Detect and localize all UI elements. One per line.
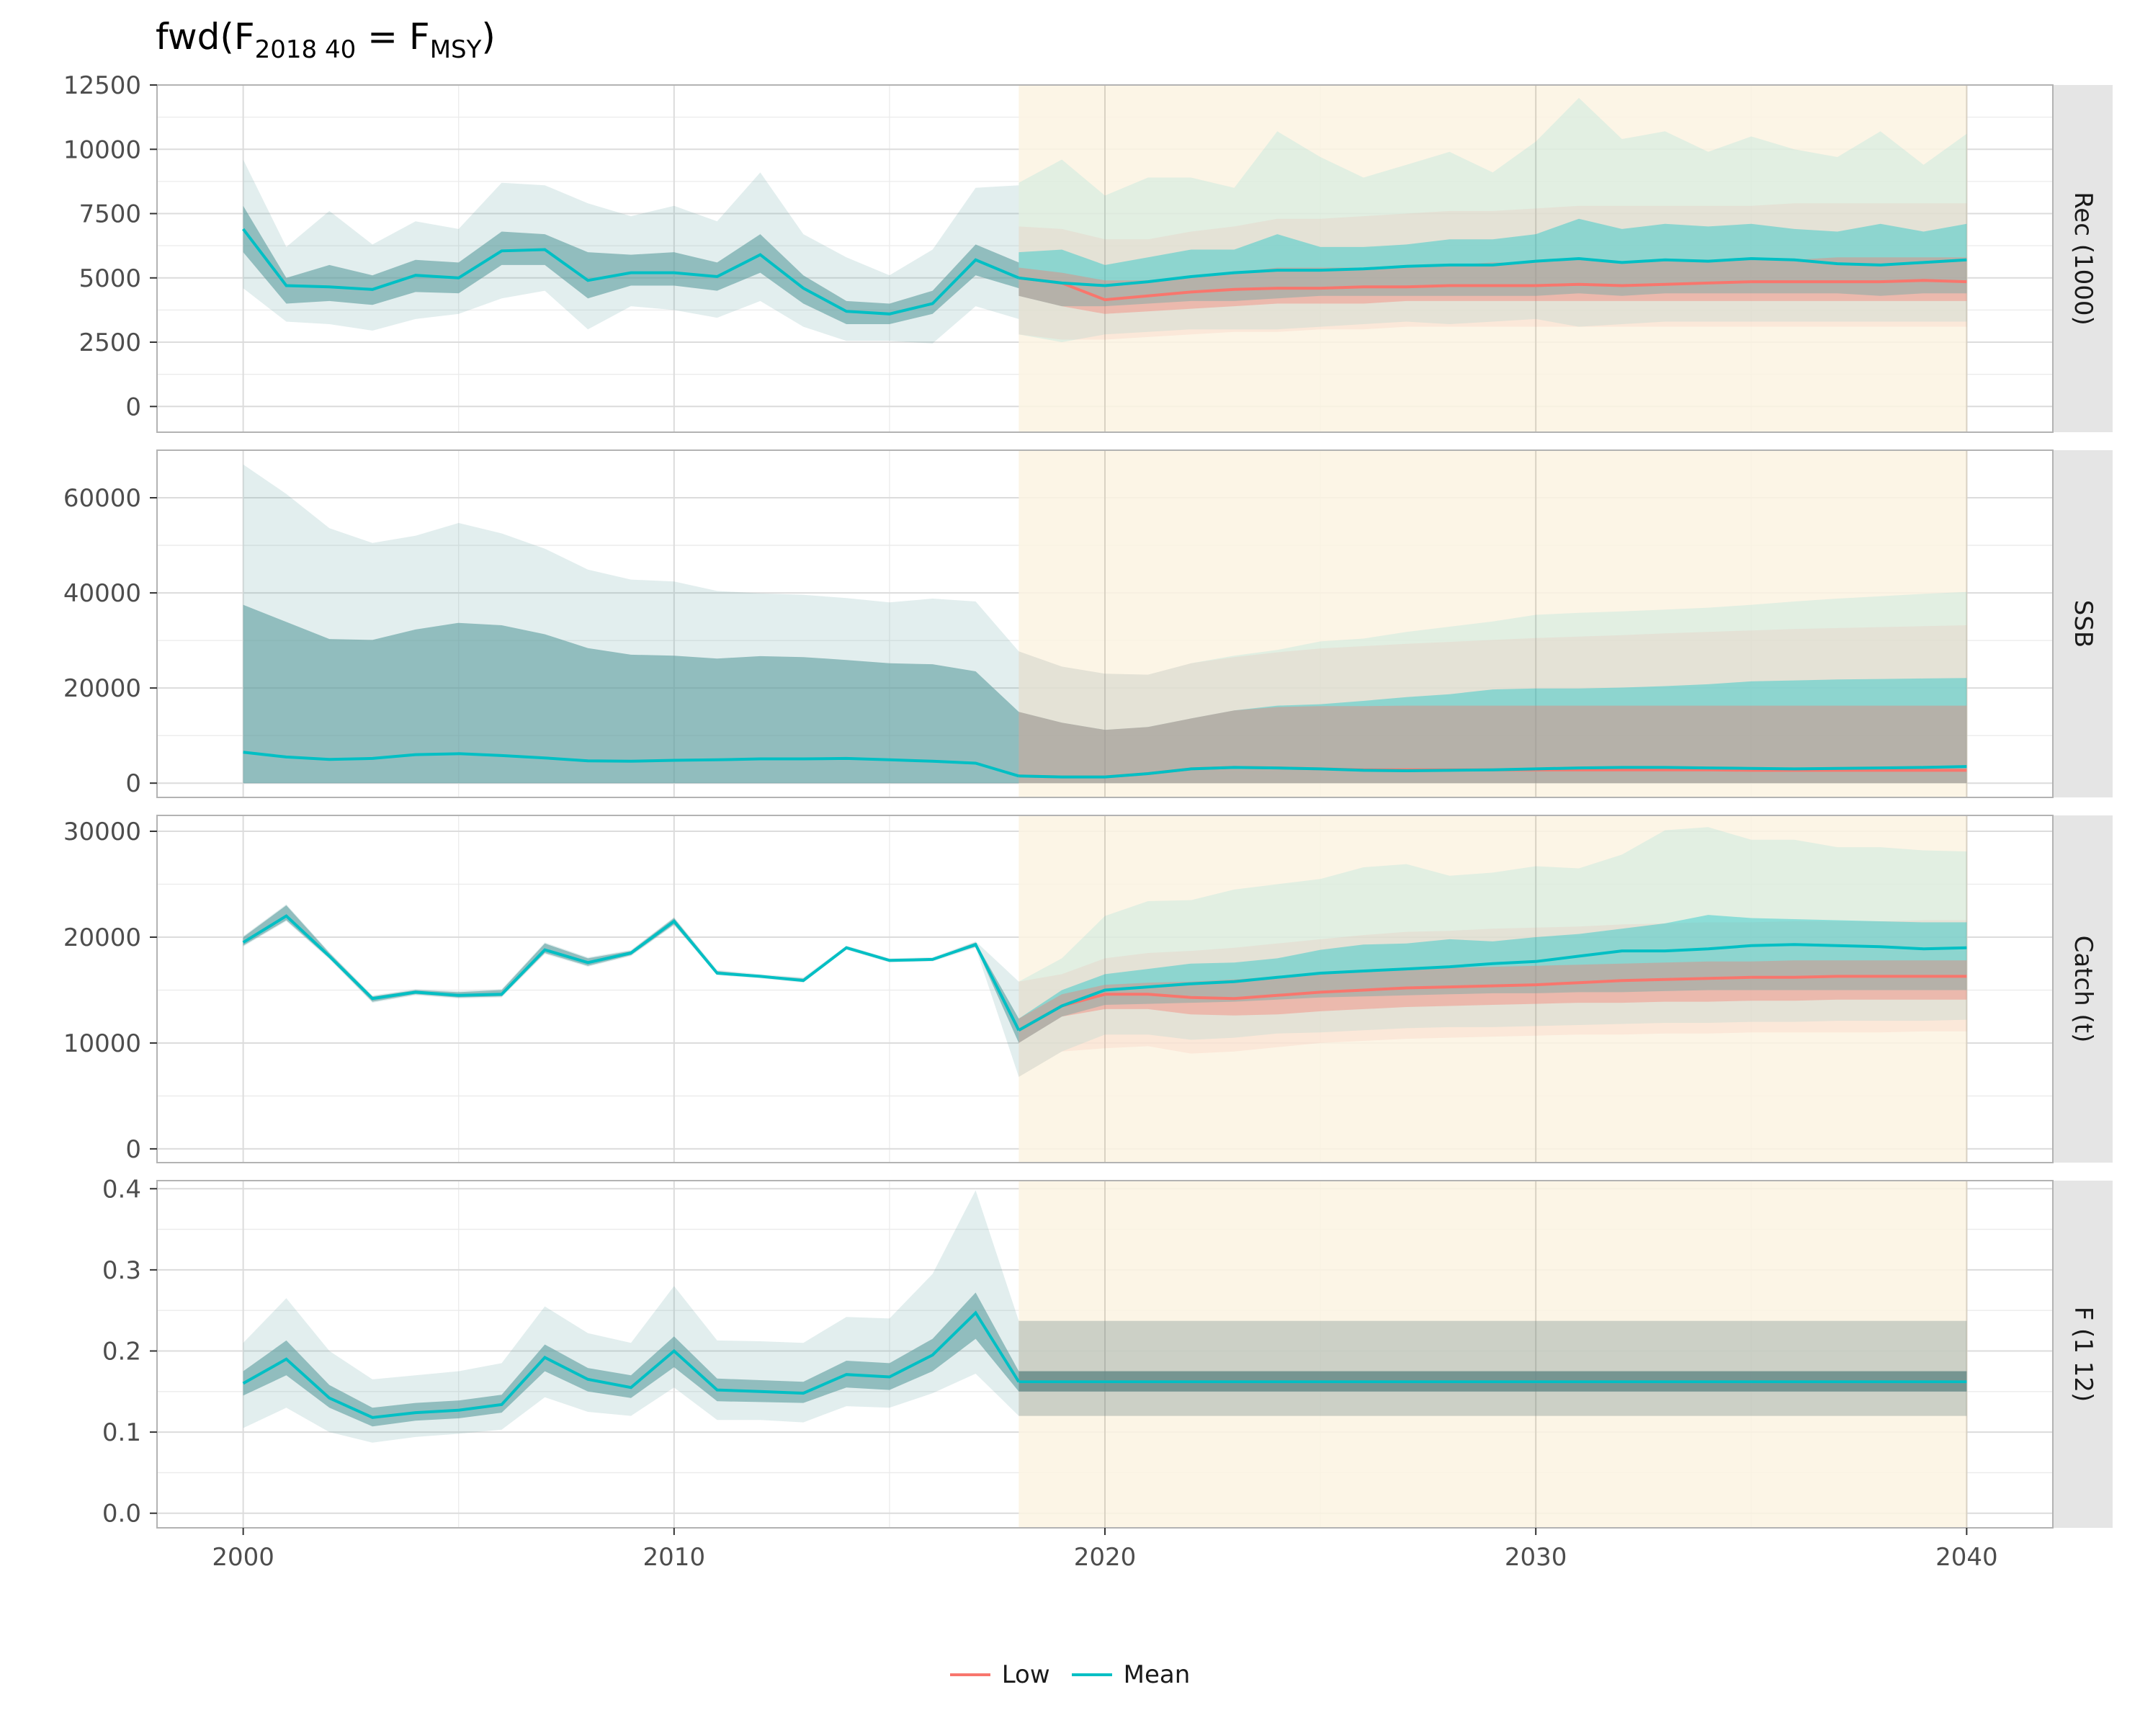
y-tick-label: 0.0 [102, 1500, 141, 1529]
hist-line-mean [242, 1310, 1021, 1419]
projection-period-shade [1018, 450, 1967, 797]
y-tick-label: 0.2 [102, 1337, 141, 1366]
y-tick-label: 30000 [63, 818, 141, 846]
x-tick-label: 2000 [212, 1543, 274, 1572]
legend-label-low: Low [1001, 1660, 1050, 1689]
panel-data [242, 827, 1967, 1077]
y-tick-label: 2500 [79, 328, 141, 357]
facet-strip-label: SSB [2069, 600, 2098, 648]
panel-border [156, 449, 2054, 798]
hist-inner-band [243, 1292, 1019, 1427]
y-tick-label: 0.4 [102, 1175, 141, 1204]
y-tick-label: 12500 [63, 71, 141, 100]
chart-title-suffix: ) [481, 16, 496, 58]
proj-outer-band-low [1018, 920, 1967, 1077]
panel-3: 0 10000 20000 30000 Catch (t) [63, 815, 2113, 1164]
proj-line-mean [1018, 765, 1967, 779]
hist-inner-band [243, 604, 1019, 784]
proj-inner-band-mean [1018, 218, 1967, 307]
panel-border [156, 815, 2054, 1163]
y-tick-label: 0 [125, 1135, 141, 1164]
proj-line-low [1018, 975, 1967, 1032]
legend-label-mean: Mean [1123, 1660, 1191, 1689]
panels-layer: 0 2500 5000 7500 10000 12500 Rec (1000) 0 20000 4… [63, 71, 2113, 1529]
hist-line-mean [243, 751, 1019, 778]
facet-strip [2054, 450, 2113, 797]
proj-line-mean [1018, 943, 1967, 1032]
y-tick-label: 10000 [63, 135, 141, 164]
panel-data [242, 97, 1967, 344]
panel-data [243, 464, 1967, 784]
y-tick-label: 7500 [79, 200, 141, 229]
chart-title-sub2: MSY [430, 35, 482, 64]
chart-title-sub1: 2018 40 [255, 35, 357, 64]
hist-line-mean [242, 228, 1020, 316]
proj-line-mean [1018, 256, 1967, 287]
proj-inner-band-mean [1018, 678, 1967, 784]
y-tick-label: 10000 [63, 1029, 141, 1058]
legend: Low Mean [0, 1660, 2140, 1689]
legend-swatch-mean [1071, 1673, 1112, 1676]
facet-strip-label: Rec (1000) [2069, 192, 2098, 326]
y-tick-label: 20000 [63, 923, 141, 952]
proj-outer-band-mean [1018, 591, 1967, 784]
proj-outer-band-mean [1018, 827, 1967, 1077]
x-axis: 2000 2010 2020 2030 2040 [212, 1528, 1998, 1572]
legend-item-low: Low [949, 1660, 1050, 1689]
proj-outer-band-f [1018, 1320, 1967, 1416]
facet-strip [2054, 1181, 2113, 1528]
panel-data [242, 1190, 1967, 1443]
y-tick-label: 0.1 [102, 1418, 141, 1447]
proj-outer-band-low [1018, 1320, 1967, 1416]
projection-period-shade [1018, 1181, 1967, 1528]
legend-item-mean: Mean [1071, 1660, 1191, 1689]
y-tick-label: 0 [125, 393, 141, 421]
proj-outer-band-mean [1018, 1320, 1967, 1416]
panel-border [156, 84, 2054, 433]
panel-4: 0.0 0.1 0.2 0.3 0.4 F (1 12) [102, 1175, 2113, 1529]
proj-outer-band-low [1018, 625, 1967, 784]
facet-strip-label: Catch (t) [2069, 936, 2098, 1043]
panel-2: 0 20000 40000 60000 SSB [63, 449, 2113, 798]
proj-inner-band-low [1018, 960, 1967, 1043]
proj-outer-band-low [1018, 203, 1967, 340]
y-tick-label: 5000 [79, 264, 141, 293]
x-tick-label: 2030 [1505, 1543, 1567, 1572]
y-tick-label: 0 [125, 769, 141, 798]
hist-line-mean [242, 914, 1021, 1032]
chart-title-mid: = F [356, 16, 429, 58]
y-tick-label: 0.3 [102, 1256, 141, 1285]
x-tick-label: 2020 [1074, 1543, 1137, 1572]
legend-swatch-low [949, 1673, 990, 1676]
x-tick-label: 2010 [643, 1543, 706, 1572]
chart-title: fwd(F2018 40 = FMSY) [156, 16, 496, 64]
facet-strip [2054, 815, 2113, 1163]
y-tick-label: 20000 [63, 674, 141, 703]
facet-strip-label: F (1 12) [2069, 1307, 2098, 1402]
y-tick-label: 60000 [63, 484, 141, 513]
y-tick-label: 40000 [63, 579, 141, 608]
hist-inner-band [243, 205, 1019, 324]
x-tick-label: 2040 [1935, 1543, 1998, 1572]
projection-period-shade [1018, 85, 1967, 432]
chart-title-prefix: fwd(F [156, 16, 255, 58]
facet-strip [2054, 85, 2113, 432]
proj-inner-band-low [1018, 705, 1967, 784]
proj-line-low [1018, 276, 1967, 302]
projection-period-shade [1018, 815, 1967, 1163]
panel-1: 0 2500 5000 7500 10000 12500 Rec (1000) [63, 71, 2113, 433]
